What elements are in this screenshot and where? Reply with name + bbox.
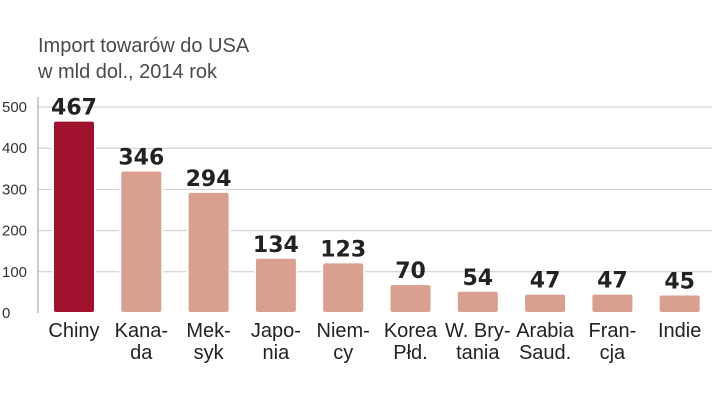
value-label-6: 54 — [462, 266, 493, 291]
bar-3 — [253, 256, 298, 314]
bar-5 — [388, 283, 433, 315]
category-label-3: Japo-nia — [251, 320, 301, 364]
value-label-8: 47 — [597, 269, 628, 294]
category-label-1: Kana-da — [115, 320, 168, 364]
bar-2 — [186, 190, 231, 314]
y-tick-label-400: 400 — [2, 140, 27, 157]
bar-1 — [119, 169, 164, 314]
category-label-3-line-0: Japo- — [251, 320, 301, 342]
chart-title: Import towarów do USA w mld dol., 2014 r… — [38, 33, 249, 85]
bar-7 — [523, 292, 568, 314]
category-label-0: Chiny — [48, 320, 99, 342]
chart-title-line-1: Import towarów do USA — [38, 35, 250, 57]
y-tick-label-300: 300 — [2, 181, 27, 198]
category-label-5-line-1: Płd. — [393, 342, 427, 364]
bar-4 — [321, 261, 366, 315]
value-label-1: 346 — [118, 145, 164, 170]
category-label-5-line-0: Korea — [384, 320, 438, 342]
value-label-3: 134 — [253, 233, 299, 258]
category-label-6: W. Bry-tania — [445, 320, 511, 364]
bar-8 — [590, 292, 635, 314]
bar-9 — [657, 293, 702, 314]
category-label-9-line-0: Indie — [658, 320, 701, 342]
value-label-2: 294 — [186, 167, 232, 192]
y-tick-label-0: 0 — [2, 305, 10, 322]
category-label-0-line-0: Chiny — [48, 320, 99, 342]
bar-0 — [52, 119, 96, 315]
category-label-9: Indie — [658, 320, 701, 342]
y-tick-label-500: 500 — [2, 99, 27, 116]
category-label-7-line-0: Arabia — [516, 320, 575, 342]
value-label-9: 45 — [664, 269, 695, 294]
category-label-2-line-1: syk — [194, 342, 225, 364]
chart-title-line-2: w mld dol., 2014 rok — [38, 61, 217, 83]
category-label-4-line-1: cy — [333, 342, 353, 364]
category-label-8: Fran-cja — [589, 320, 637, 364]
category-label-8-line-0: Fran- — [589, 320, 637, 342]
y-tick-label-200: 200 — [2, 223, 27, 240]
value-label-4: 123 — [320, 237, 366, 262]
category-label-5: Korea Płd. — [384, 320, 438, 364]
category-label-8-line-1: cja — [600, 342, 626, 364]
bar-6 — [455, 289, 500, 315]
value-label-7: 47 — [530, 269, 561, 294]
category-label-1-line-1: da — [130, 342, 153, 364]
value-label-0: 467 — [51, 96, 97, 121]
category-label-2-line-0: Mek- — [186, 320, 230, 342]
category-label-6-line-0: W. Bry- — [445, 320, 511, 342]
category-label-7-line-1: Saud. — [519, 342, 571, 364]
value-label-5: 70 — [395, 259, 426, 284]
category-label-3-line-1: nia — [263, 342, 291, 364]
category-label-4: Niem-cy — [317, 320, 370, 364]
category-label-7: Arabia Saud. — [516, 320, 575, 364]
category-label-6-line-1: tania — [456, 342, 500, 364]
y-tick-label-100: 100 — [2, 264, 27, 281]
category-label-2: Mek-syk — [186, 320, 230, 364]
category-label-4-line-0: Niem- — [317, 320, 370, 342]
category-label-1-line-0: Kana- — [115, 320, 168, 342]
